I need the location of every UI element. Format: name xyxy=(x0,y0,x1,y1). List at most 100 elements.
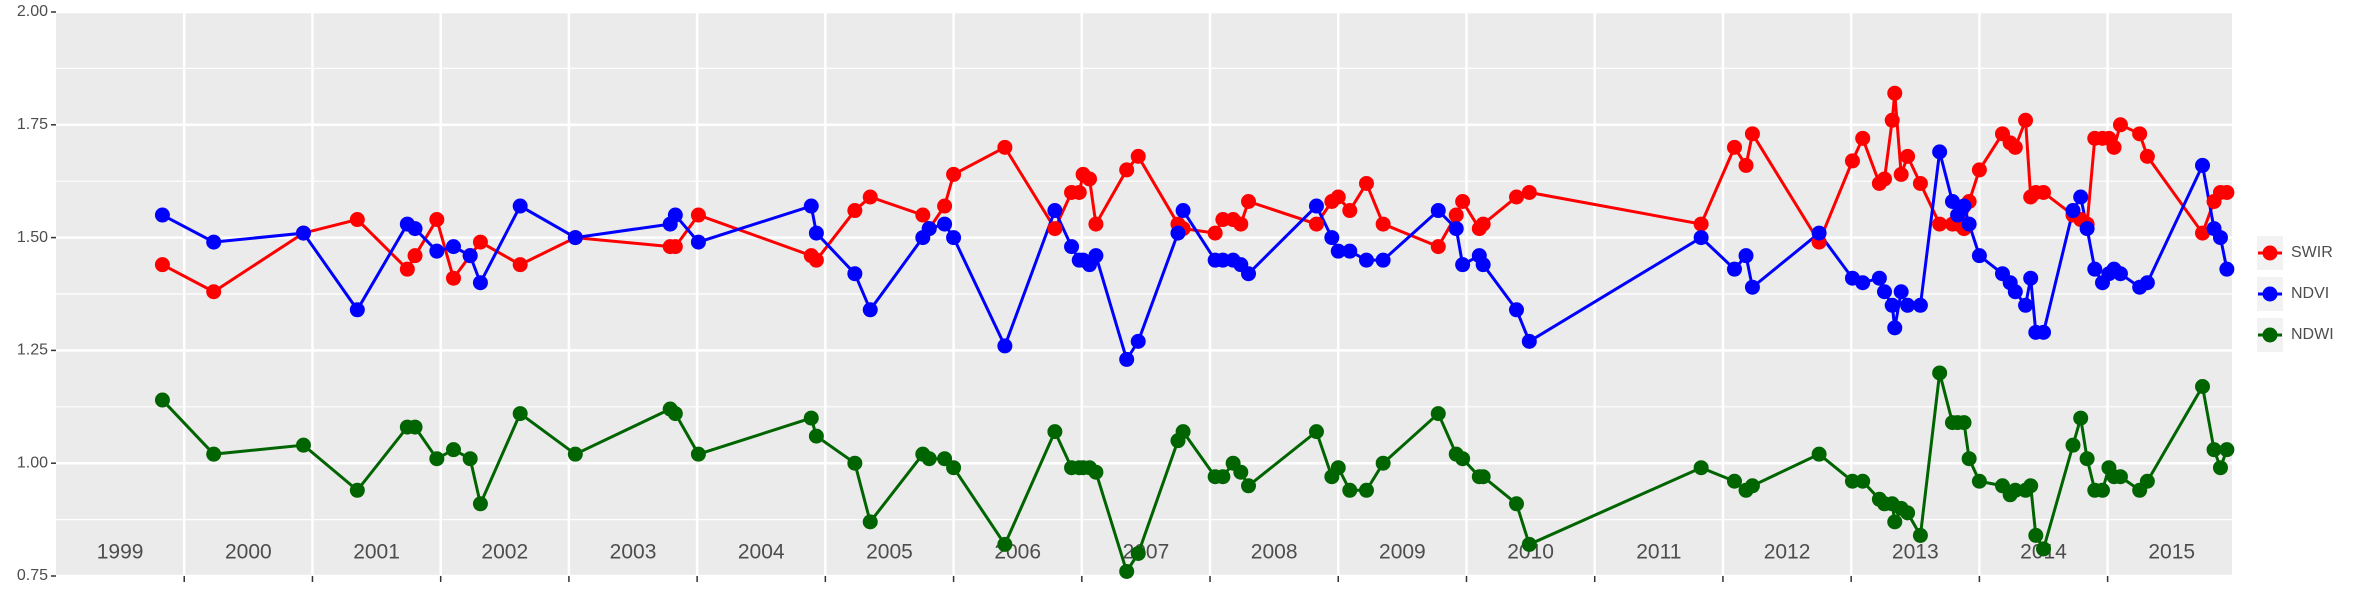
data-point xyxy=(1047,424,1063,440)
data-point xyxy=(1693,230,1709,246)
data-point xyxy=(1475,469,1491,485)
data-point xyxy=(429,212,445,228)
data-point xyxy=(803,410,819,426)
data-point xyxy=(1330,460,1346,476)
data-point xyxy=(667,406,683,422)
data-point xyxy=(512,406,528,422)
data-point xyxy=(1430,203,1446,219)
data-point xyxy=(1887,320,1903,336)
data-point xyxy=(1912,297,1928,313)
data-point xyxy=(2112,117,2128,133)
data-point xyxy=(1912,175,1928,191)
data-point xyxy=(1215,252,1231,268)
data-point xyxy=(1855,130,1871,146)
data-point xyxy=(2018,112,2034,128)
data-point xyxy=(1932,365,1948,381)
data-point xyxy=(512,198,528,214)
data-point xyxy=(847,455,863,471)
data-point xyxy=(1455,451,1471,467)
data-point xyxy=(2112,266,2128,282)
data-point xyxy=(472,234,488,250)
data-point xyxy=(206,234,222,250)
data-point xyxy=(2065,437,2081,453)
data-point xyxy=(2206,442,2222,458)
data-point xyxy=(1455,257,1471,273)
data-point xyxy=(1693,460,1709,476)
data-point xyxy=(808,428,824,444)
data-point xyxy=(808,252,824,268)
data-point xyxy=(997,536,1013,552)
data-point xyxy=(1744,478,1760,494)
data-point xyxy=(2023,270,2039,286)
data-point xyxy=(295,225,311,241)
data-point xyxy=(1448,221,1464,237)
data-point xyxy=(1944,194,1960,210)
year-label: 2003 xyxy=(610,541,657,564)
data-point xyxy=(2007,482,2023,498)
y-tick-label: 2.00 xyxy=(17,3,48,20)
year-label: 2001 xyxy=(353,541,400,564)
y-tick-label: 1.75 xyxy=(17,116,48,133)
data-point xyxy=(803,198,819,214)
data-point xyxy=(1071,184,1087,200)
data-point xyxy=(667,207,683,223)
data-point xyxy=(2132,126,2148,142)
data-point xyxy=(472,496,488,512)
data-point xyxy=(2106,139,2122,155)
data-point xyxy=(407,419,423,435)
data-point xyxy=(1375,216,1391,232)
data-point xyxy=(2007,139,2023,155)
data-point xyxy=(1170,225,1186,241)
data-point xyxy=(2018,297,2034,313)
data-point xyxy=(1961,451,1977,467)
data-point xyxy=(847,203,863,219)
data-point xyxy=(407,248,423,264)
data-point xyxy=(1693,216,1709,232)
data-point xyxy=(946,166,962,182)
data-point xyxy=(1047,221,1063,237)
data-point xyxy=(1088,464,1104,480)
data-point xyxy=(472,275,488,291)
data-point xyxy=(1726,261,1742,277)
year-label: 2012 xyxy=(1764,541,1811,564)
data-point xyxy=(1887,85,1903,101)
data-point xyxy=(567,230,583,246)
data-point xyxy=(1971,162,1987,178)
data-point xyxy=(690,234,706,250)
data-point xyxy=(1884,112,1900,128)
data-point xyxy=(946,230,962,246)
data-point xyxy=(512,257,528,273)
data-point xyxy=(1726,139,1742,155)
data-point xyxy=(1330,243,1346,259)
data-point xyxy=(1844,473,1860,489)
data-point xyxy=(1342,243,1358,259)
data-point xyxy=(1738,248,1754,264)
data-point xyxy=(2139,148,2155,164)
data-point xyxy=(862,189,878,205)
data-point xyxy=(349,302,365,318)
data-point xyxy=(1884,297,1900,313)
year-label: 2000 xyxy=(225,541,272,564)
data-point xyxy=(1912,527,1928,543)
data-point xyxy=(2112,469,2128,485)
data-point xyxy=(1215,212,1231,228)
data-point xyxy=(997,338,1013,354)
data-point xyxy=(2073,410,2089,426)
y-tick-label: 1.00 xyxy=(17,454,48,471)
data-point xyxy=(2007,284,2023,300)
data-point xyxy=(690,207,706,223)
data-point xyxy=(1175,424,1191,440)
data-point xyxy=(1308,198,1324,214)
data-point xyxy=(2036,184,2052,200)
data-point xyxy=(2212,230,2228,246)
data-point xyxy=(1726,473,1742,489)
data-point xyxy=(2094,482,2110,498)
legend-label: NDWI xyxy=(2291,326,2334,343)
data-point xyxy=(2219,261,2235,277)
year-label: 2015 xyxy=(2148,541,2195,564)
data-point xyxy=(1877,171,1893,187)
data-point xyxy=(1241,478,1257,494)
legend-label: SWIR xyxy=(2291,244,2333,261)
data-point xyxy=(2195,157,2211,173)
